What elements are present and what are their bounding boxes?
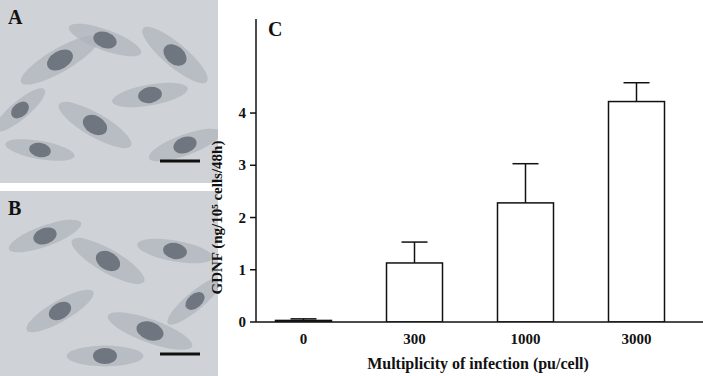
y-tick-label: 0 bbox=[239, 314, 247, 330]
error-bar bbox=[624, 83, 650, 102]
cell bbox=[66, 230, 150, 292]
y-tick bbox=[250, 269, 256, 271]
cell-body bbox=[135, 234, 214, 268]
error-stem bbox=[636, 83, 638, 102]
error-bar bbox=[291, 319, 317, 321]
error-stem bbox=[525, 164, 527, 203]
cell-nucleus bbox=[8, 98, 32, 122]
scale-bar bbox=[160, 160, 200, 163]
micrograph bbox=[0, 0, 218, 183]
cell-nucleus bbox=[137, 85, 163, 105]
cell-nucleus bbox=[159, 40, 190, 71]
cell bbox=[65, 17, 144, 63]
cell bbox=[67, 346, 144, 367]
error-cap bbox=[624, 82, 650, 84]
cell-body bbox=[22, 283, 99, 339]
y-axis bbox=[255, 19, 257, 322]
cell-nucleus bbox=[134, 318, 166, 344]
x-axis-label: Multiplicity of infection (pu/cell) bbox=[367, 355, 589, 373]
cell bbox=[53, 94, 137, 156]
cell-body bbox=[4, 135, 76, 165]
bar bbox=[387, 263, 443, 322]
cell bbox=[136, 19, 215, 90]
y-tick-label: 4 bbox=[239, 105, 247, 121]
cell-body bbox=[53, 94, 137, 156]
cell-body bbox=[110, 78, 189, 112]
error-bar bbox=[513, 164, 539, 203]
cell-nucleus bbox=[79, 111, 111, 140]
cell bbox=[110, 78, 189, 112]
cell-body bbox=[145, 122, 218, 168]
panel-label: A bbox=[8, 6, 23, 28]
x-tick-label: 3000 bbox=[622, 331, 652, 347]
y-tick-label: 1 bbox=[239, 262, 247, 278]
panel-label: B bbox=[8, 197, 21, 219]
y-tick-label: 2 bbox=[239, 210, 247, 226]
cell-nucleus bbox=[162, 241, 188, 261]
error-cap bbox=[402, 241, 428, 243]
cell-nucleus bbox=[43, 45, 76, 75]
figure: A B C 0 300 1000 3000 0 1 2 3 4 Multiplicity of infe… bbox=[0, 0, 703, 376]
cell bbox=[22, 283, 99, 339]
cell-nucleus bbox=[171, 133, 199, 156]
x-tick-label: 1000 bbox=[511, 331, 541, 347]
cell-nucleus bbox=[46, 298, 75, 324]
cell bbox=[4, 135, 76, 165]
cell-nucleus bbox=[91, 28, 119, 51]
error-bar bbox=[402, 242, 428, 263]
y-tick-label: 3 bbox=[239, 157, 247, 173]
cell-nucleus bbox=[92, 247, 124, 276]
cell-nucleus bbox=[31, 224, 59, 247]
y-tick bbox=[250, 165, 256, 167]
bars bbox=[276, 83, 665, 322]
cell-body bbox=[136, 19, 215, 90]
cell-nucleus bbox=[93, 348, 117, 364]
error-cap bbox=[513, 163, 539, 165]
panel-label: C bbox=[268, 18, 282, 40]
cell bbox=[145, 122, 218, 168]
bar bbox=[498, 203, 554, 322]
error-stem bbox=[414, 242, 416, 263]
y-tick bbox=[250, 112, 256, 114]
cell bbox=[5, 213, 84, 259]
micrograph-background bbox=[0, 191, 218, 376]
scale-bar bbox=[160, 353, 200, 356]
bar bbox=[609, 102, 665, 322]
micrograph bbox=[0, 191, 218, 376]
cell-body bbox=[66, 230, 150, 292]
y-axis-label: GDNF (ng/10⁵ cells/48h) bbox=[209, 141, 226, 295]
cell-nucleus bbox=[28, 141, 52, 159]
cell-body bbox=[5, 213, 84, 259]
y-tick bbox=[250, 321, 256, 323]
cell-body bbox=[0, 82, 50, 137]
cell-body bbox=[65, 17, 144, 63]
error-cap bbox=[291, 318, 317, 320]
x-axis bbox=[256, 321, 703, 323]
cell-nucleus bbox=[182, 289, 208, 314]
cell bbox=[135, 234, 214, 268]
cell bbox=[0, 82, 50, 137]
x-tick-label: 0 bbox=[300, 331, 308, 347]
cell-body bbox=[67, 346, 144, 367]
y-tick bbox=[250, 217, 256, 219]
x-tick-label: 300 bbox=[403, 331, 426, 347]
